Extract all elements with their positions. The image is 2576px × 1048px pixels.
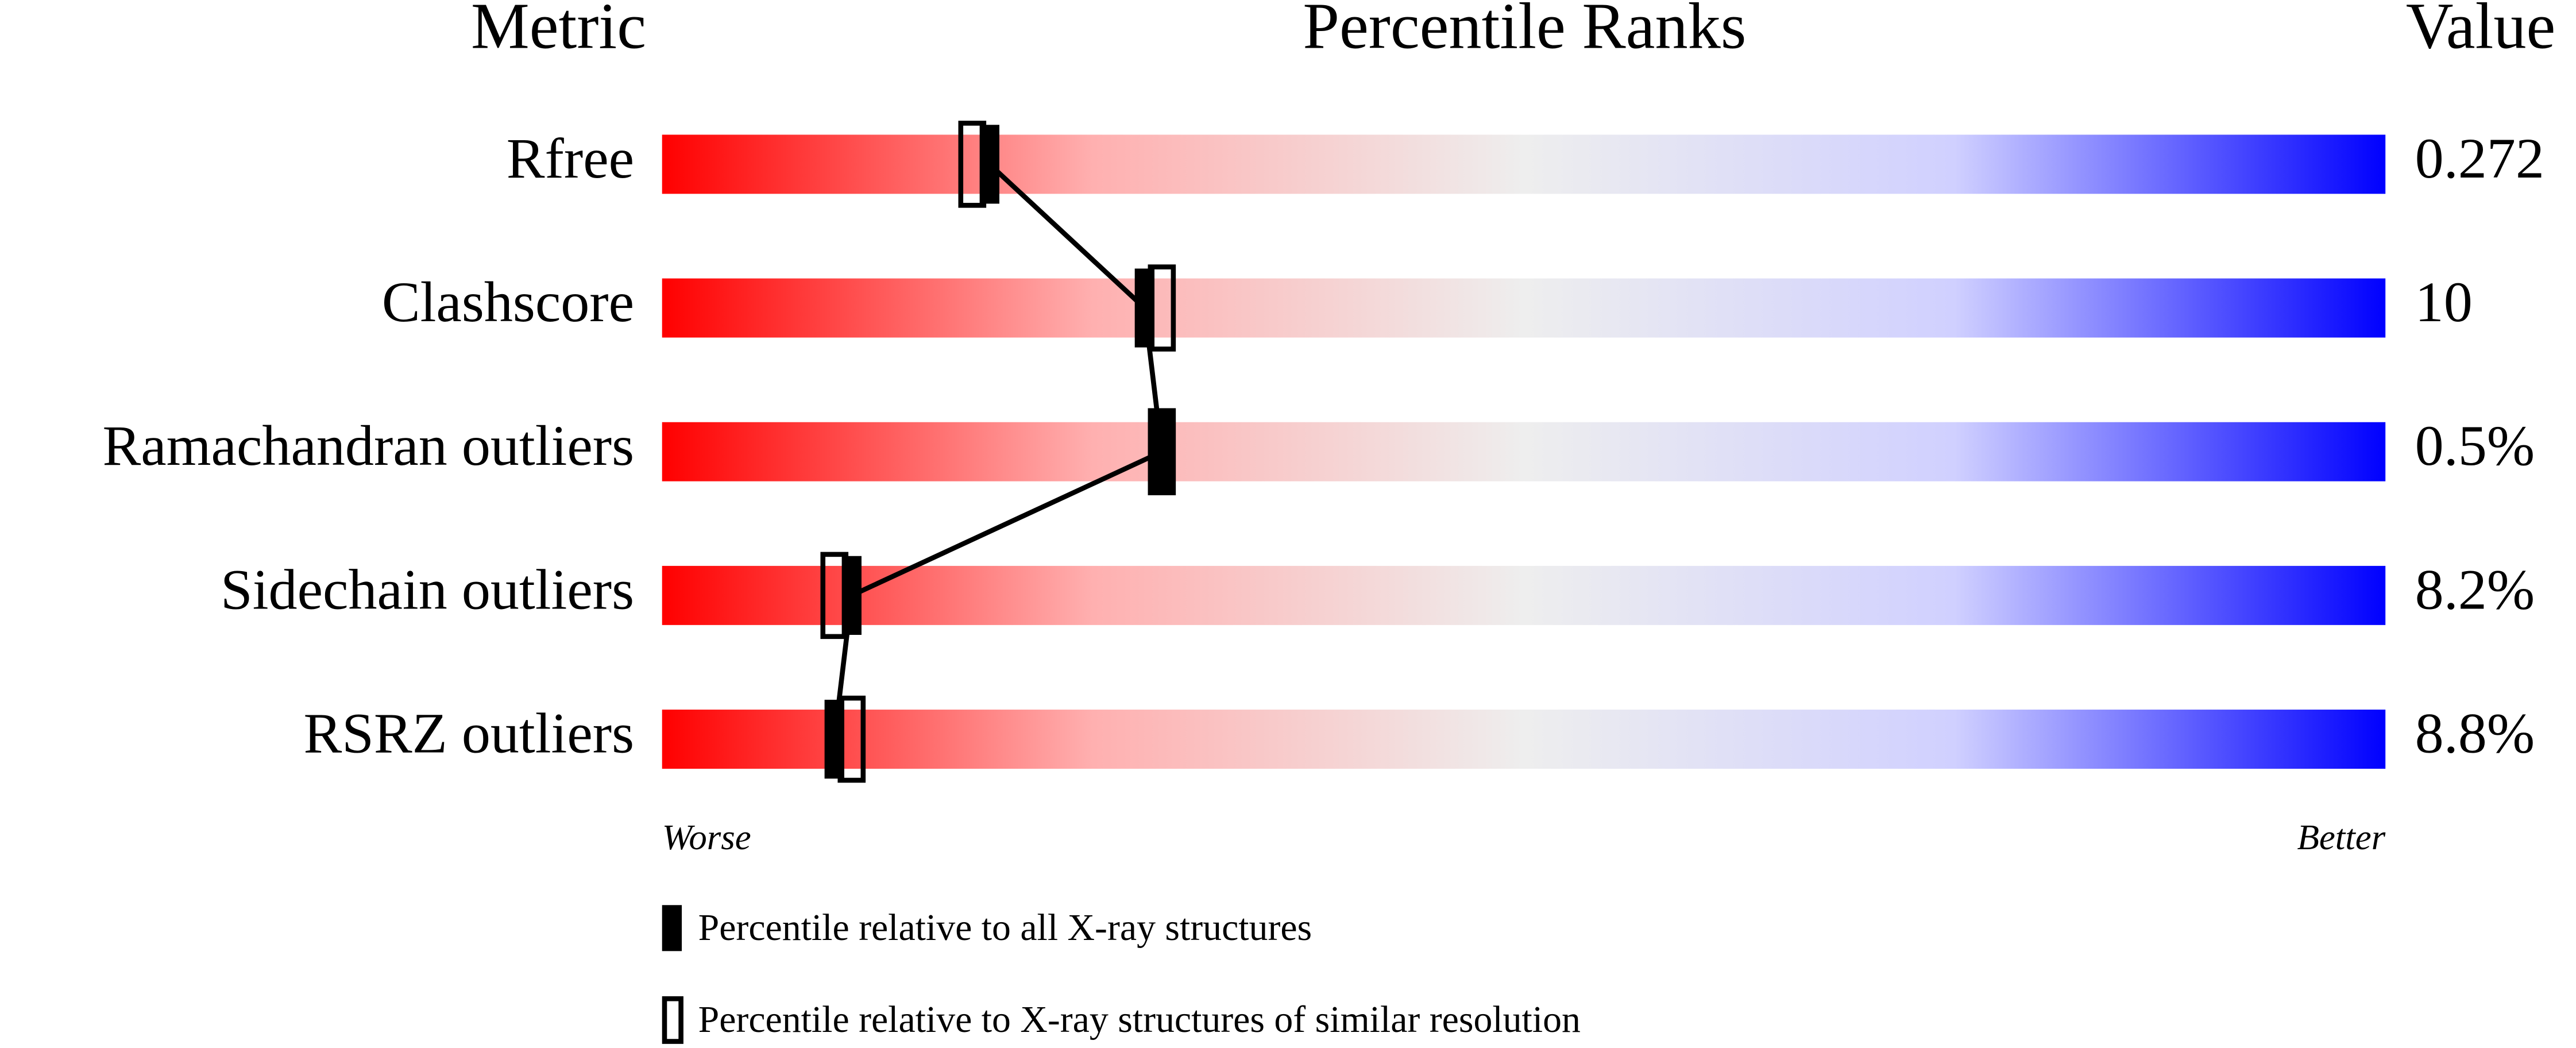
metric-label: RSRZ outliers xyxy=(303,702,634,765)
marker-filled xyxy=(841,556,862,635)
legend-marker xyxy=(662,996,683,1044)
metric-label: Rfree xyxy=(507,126,634,190)
value-label: 0.5% xyxy=(2415,414,2535,477)
value-label: 8.8% xyxy=(2415,702,2535,765)
legend-marker xyxy=(662,905,682,951)
legend-label: Percentile relative to all X-ray structu… xyxy=(698,907,1312,949)
value-label: 10 xyxy=(2415,270,2473,334)
column-title: Value xyxy=(2406,0,2555,62)
metric-label: Ramachandran outliers xyxy=(102,414,634,477)
column-title: Metric xyxy=(471,0,646,62)
percentile-bar xyxy=(662,422,2386,481)
percentile-bar xyxy=(662,565,2386,625)
legend-label: Percentile relative to X-ray structures … xyxy=(698,999,1581,1041)
axis-label-low: Worse xyxy=(662,817,751,857)
axis-label-high: Better xyxy=(2297,817,2385,857)
marker-filled xyxy=(1134,268,1155,348)
percentile-bar xyxy=(662,134,2386,194)
metric-label: Clashscore xyxy=(382,270,634,334)
marker-filled xyxy=(979,125,999,204)
marker-filled xyxy=(824,699,844,779)
percentile-bar xyxy=(662,710,2386,769)
value-label: 8.2% xyxy=(2415,557,2535,621)
value-label: 0.272 xyxy=(2415,126,2544,190)
column-title: Percentile Ranks xyxy=(1303,0,1746,62)
percentile-bar xyxy=(662,278,2386,338)
marker-filled xyxy=(1152,412,1172,491)
marker-open xyxy=(1148,408,1176,495)
metric-label: Sidechain outliers xyxy=(221,557,634,621)
